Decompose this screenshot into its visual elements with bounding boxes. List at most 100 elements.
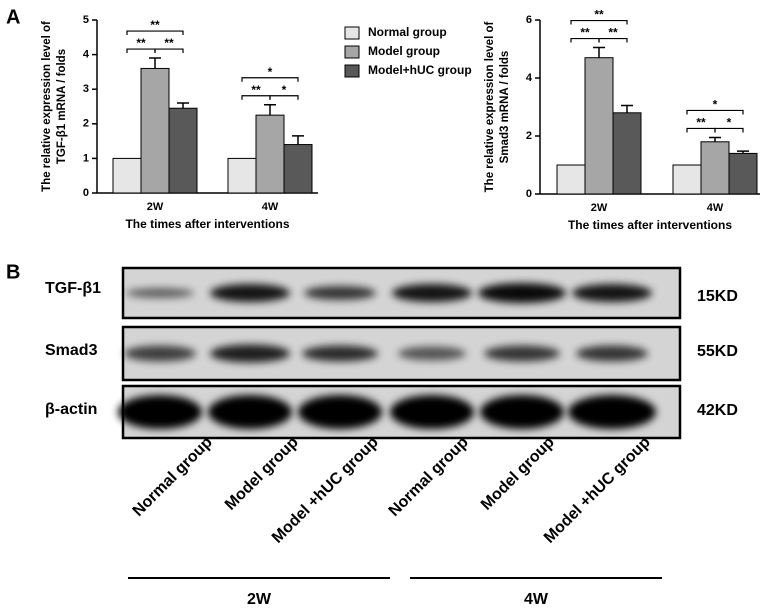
significance-label: * [268,65,273,79]
y-tick-label: 3 [83,83,89,95]
significance-label: ** [251,83,261,97]
y-tick-label: 2 [526,130,532,142]
significance-bracket [598,37,628,43]
row-label: Smad3 [45,342,98,359]
significance-label: ** [150,18,160,32]
lane-label: Model group [478,434,558,514]
bar [283,144,313,194]
significance-label: ** [608,26,618,40]
legend-label: Model+hUC group [368,63,472,77]
blot-band [576,345,648,362]
y-tick-label: 2 [83,118,89,130]
size-label: 55KD [697,343,738,360]
y-tick-label: 0 [83,187,89,199]
significance-bracket [714,127,744,133]
group-label: 2W [247,591,272,608]
bar [612,112,642,195]
y-axis-label: Smad3 mRNA / folds [499,51,511,164]
bar [168,107,198,194]
western-blot: TGF-β1 15KD Smad3 55KD β-actin 42KD Normal gro… [45,266,738,608]
significance-label: * [282,83,287,97]
legend-label: Normal group [368,25,447,39]
size-label: 15KD [697,288,738,305]
y-tick-label: 0 [526,188,532,200]
significance-bracket [686,109,744,115]
blot-band [568,395,656,429]
y-tick-label: 1 [83,152,89,164]
bar [255,114,285,194]
lane-label: Normal group [130,434,216,520]
bar [227,157,257,194]
y-tick-label: 6 [526,14,532,26]
y-axis-label: The relative expression level of [484,22,496,193]
x-tick-label: 4W [262,201,279,213]
error-bar [292,135,304,145]
blot-band [484,345,560,362]
legend-swatch [344,64,360,78]
significance-label: ** [136,36,146,50]
bar [700,141,730,195]
size-label: 42KD [697,402,738,419]
group-label: 4W [524,591,549,608]
significance-bracket [570,19,628,25]
bar [728,152,758,195]
blot-band [304,286,376,300]
row-label: β-actin [45,401,97,418]
x-tick-label: 2W [147,201,164,213]
legend-swatch [344,26,360,40]
y-axis-label: TGF-β1 mRNA / folds [56,49,68,164]
significance-label: ** [594,8,604,22]
y-tick-label: 4 [83,49,90,61]
blot-band [480,395,564,429]
significance-label: ** [696,116,706,130]
blot-band [126,288,194,298]
legend-label: Model group [368,44,440,58]
blot-band [392,284,472,302]
blot-band [398,346,466,361]
error-bar [593,46,605,58]
blot-band [390,395,474,429]
panel-label: B [6,261,20,283]
significance-bracket [126,30,184,36]
error-bar [149,57,161,69]
blot-band [302,345,378,362]
error-bar [737,150,749,154]
error-bar [709,136,721,142]
blot-band [478,283,566,303]
significance-label: * [727,116,732,130]
blot-band [298,395,382,429]
bar [140,67,170,194]
error-bar [264,104,276,116]
y-tick-label: 4 [526,72,533,84]
lane-label: Model +hUC group [541,434,654,547]
lane-label: Model group [222,434,302,514]
significance-label: * [713,98,718,112]
legend-swatch [344,45,360,59]
significance-label: ** [164,36,174,50]
x-tick-label: 2W [591,202,608,214]
panel-label: A [6,6,20,28]
bar [556,164,586,195]
bar [112,157,142,194]
error-bar [177,102,189,109]
x-axis-label: The times after interventions [125,217,289,231]
x-axis-label: The times after interventions [568,218,732,232]
x-tick-label: 4W [707,202,724,214]
blot-band [118,395,202,429]
blot-band [210,344,290,363]
significance-bracket [154,48,184,54]
bar [584,57,614,195]
row-label: TGF-β1 [45,280,101,297]
blot-band [124,345,196,362]
blot-band [210,284,290,302]
y-tick-label: 5 [83,14,89,26]
error-bar [621,104,633,113]
significance-bracket [241,77,299,82]
significance-label: ** [580,26,590,40]
significance-bracket [269,95,299,100]
lane-label: Normal group [386,434,472,520]
blot-band [572,284,652,302]
blot-band [208,395,292,429]
y-axis-label: The relative expression level of [41,21,53,192]
